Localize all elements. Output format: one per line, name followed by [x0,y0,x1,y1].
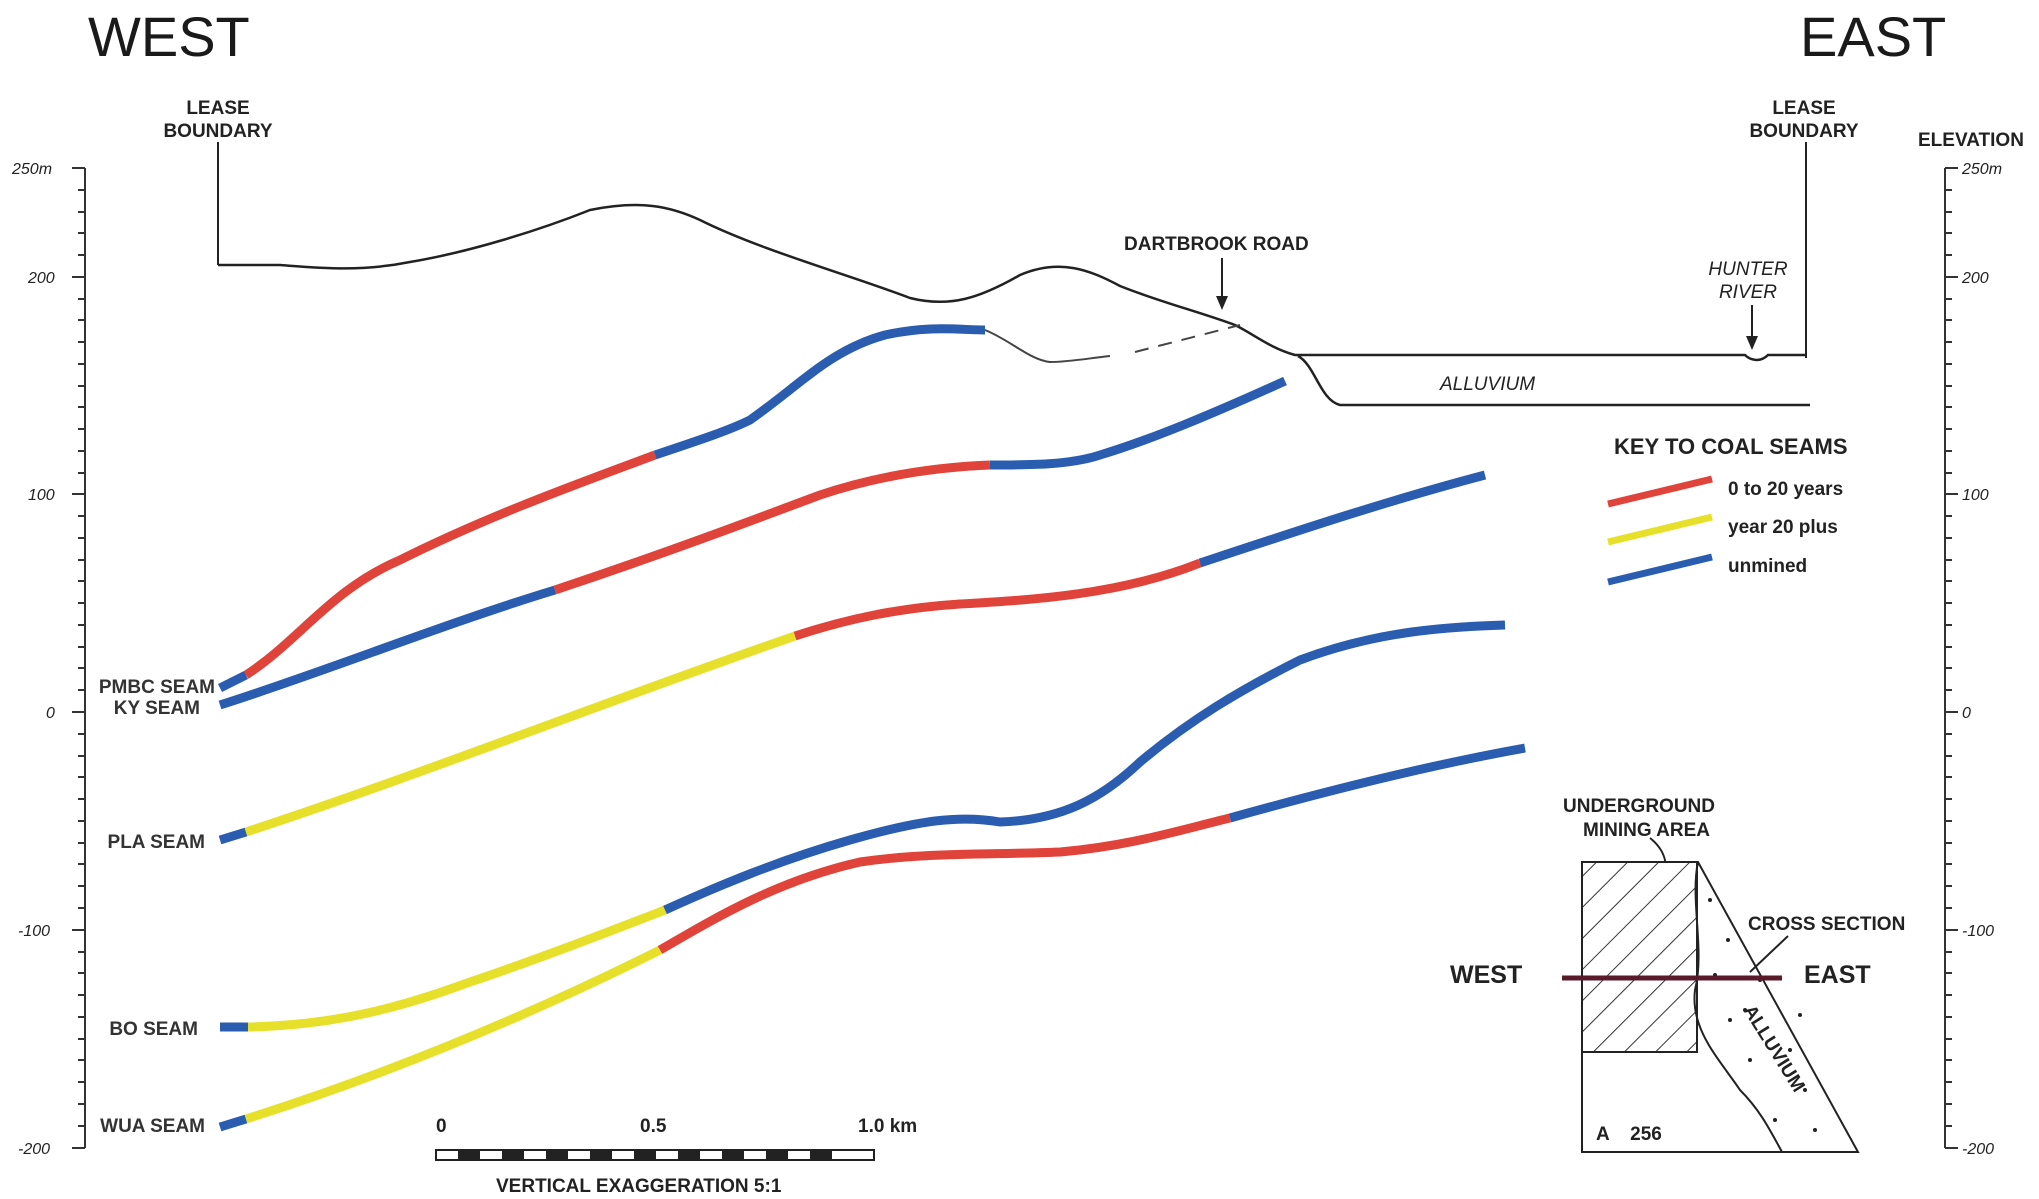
elevation-label: ELEVATION [1918,130,2024,151]
wua-seam-unmined-right [1228,743,1526,823]
key-swatch-20-plus [1607,513,1713,546]
left-tick-200: 200 [27,270,55,287]
pmbc-seam-label: PMBC SEAM [99,677,215,698]
inset-location-map: UNDERGROUND MINING AREA ALLUVIUM CROSS S… [1450,796,1905,1153]
bo-seam-label: BO SEAM [109,1019,198,1040]
left-tick-minus100: -100 [18,923,50,940]
ground-surface-line [218,203,1806,362]
pla-seam-yellow [244,631,797,837]
scale-caption: VERTICAL EXAGGERATION 5:1 [496,1176,782,1197]
inset-map-code: A 256 [1596,1124,1662,1145]
wua-seam-yellow [244,945,663,1124]
left-tick-100: 100 [28,487,55,504]
svg-text:LEASE: LEASE [186,98,249,119]
pla-seam-red [793,558,1202,641]
ky-seam-label: KY SEAM [114,698,200,719]
alluvium-base-line [1297,354,1810,407]
inset-underground-line1: UNDERGROUND [1563,796,1715,817]
pmbc-seam-unmined-left [217,670,249,693]
coal-seam-key: KEY TO COAL SEAMS 0 to 20 years year 20 … [1607,434,1848,586]
scale-tick-half: 0.5 [640,1116,667,1137]
svg-text:BOUNDARY: BOUNDARY [1749,121,1858,142]
inset-mining-area [1581,861,1698,1053]
inset-east-label: EAST [1804,961,1871,989]
west-heading: WEST [88,5,250,68]
upper-horizon-dashed [1134,324,1241,353]
key-swatch-unmined [1607,553,1713,586]
scale-bar: 0 0.5 1.0 km VERTICAL EXAGGERATION 5:1 [435,1116,917,1197]
key-label-0-20: 0 to 20 years [1728,479,1843,500]
pla-seam-unmined-left [218,827,248,845]
right-tick-100: 100 [1962,487,1989,504]
ky-seam-unmined-right [989,376,1287,470]
right-elevation-axis: 250m 200 100 0 -100 -200 [1944,161,2002,1158]
left-tick-minus200: -200 [18,1141,50,1158]
left-tick-0: 0 [46,705,55,722]
svg-text:LEASE: LEASE [1772,98,1835,119]
lease-boundary-left: LEASE BOUNDARY [163,98,273,265]
bo-seam-yellow [247,905,667,1032]
pmbc-seam-unmined-mid [653,324,986,460]
right-tick-minus100: -100 [1962,923,1994,940]
key-swatch-0-20 [1607,475,1713,508]
pla-seam-unmined-right [1198,470,1487,568]
pla-seam-label: PLA SEAM [108,832,205,853]
key-label-unmined: unmined [1728,556,1807,577]
upper-horizon-line [984,329,1111,364]
hunter-river-arrow [1746,305,1758,350]
key-label-20-plus: year 20 plus [1728,517,1838,538]
ky-seam-unmined-left [218,585,557,710]
right-tick-0: 0 [1962,705,1971,722]
ky-seam-red [553,460,991,595]
dartbrook-road-arrow [1216,258,1228,310]
left-elevation-axis: 250m 200 100 0 -100 -200 [11,161,86,1158]
right-tick-minus200: -200 [1962,1141,1994,1158]
svg-text:BOUNDARY: BOUNDARY [163,121,272,142]
wua-seam-unmined-left [218,1114,248,1132]
dartbrook-road-label: DARTBROOK ROAD [1124,234,1309,255]
scale-tick-0: 0 [436,1116,447,1137]
hunter-river-label-line1: HUNTER [1708,259,1787,280]
pmbc-seam-red [243,450,657,679]
lease-boundary-right: LEASE BOUNDARY [1749,98,1859,358]
scale-tick-1km: 1.0 km [858,1116,917,1137]
inset-west-label: WEST [1450,961,1522,989]
inset-cross-section-label: CROSS SECTION [1748,914,1905,935]
right-tick-250: 250m [1961,161,2002,178]
alluvium-label: ALLUVIUM [1439,374,1535,395]
wua-seam-label: WUA SEAM [100,1116,205,1137]
wua-seam-red [657,813,1232,954]
bo-seam-unmined [663,620,1506,915]
east-heading: EAST [1800,5,1946,68]
key-title: KEY TO COAL SEAMS [1614,434,1848,459]
hunter-river-label-line2: RIVER [1719,282,1777,303]
right-tick-200: 200 [1961,270,1989,287]
left-tick-250: 250m [11,161,52,178]
inset-underground-line2: MINING AREA [1583,820,1710,841]
